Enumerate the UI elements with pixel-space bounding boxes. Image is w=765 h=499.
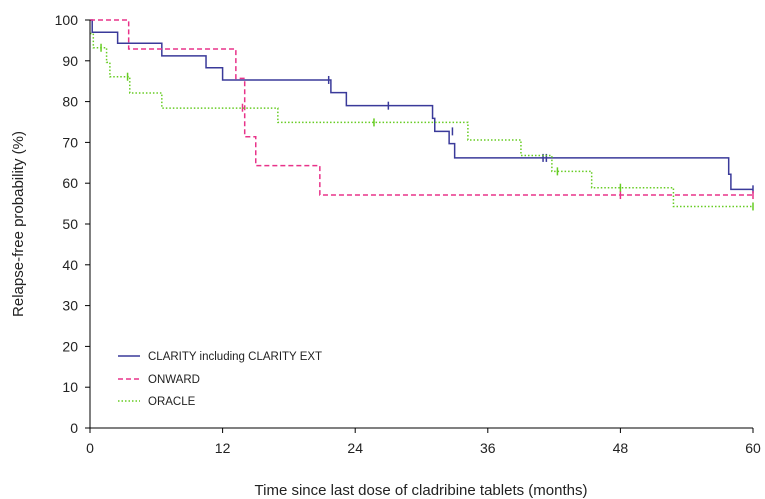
series-line-clarity [90,20,753,189]
legend: CLARITY including CLARITY EXT ONWARD ORA… [118,351,322,408]
y-tick-label: 90 [62,53,78,69]
legend-label-onward: ONWARD [148,374,200,386]
y-ticks: 0 10 20 30 40 50 60 70 80 90 100 [55,12,90,436]
y-tick-label: 10 [62,379,78,395]
y-tick-label: 80 [62,94,78,110]
y-axis-title: Relapse-free probability (%) [10,131,27,317]
x-tick-label: 36 [480,440,496,456]
y-tick-label: 20 [62,338,78,354]
x-tick-label: 60 [745,440,761,456]
legend-label-oracle: ORACLE [148,396,196,408]
series-line-onward [90,20,753,195]
series-line-oracle [90,33,753,206]
y-tick-label: 0 [70,420,78,436]
x-tick-label: 12 [215,440,231,456]
x-tick-label: 0 [86,440,94,456]
legend-label-clarity: CLARITY including CLARITY EXT [148,351,322,363]
axes: 0 12 24 36 48 60 0 10 20 30 40 50 60 70 80 90 100 [55,12,761,456]
x-ticks: 0 12 24 36 48 60 [86,428,761,456]
x-axis-title: Time since last dose of cladribine table… [255,482,588,499]
y-tick-label: 50 [62,216,78,232]
x-tick-label: 24 [347,440,363,456]
y-tick-label: 40 [62,257,78,273]
y-tick-label: 30 [62,298,78,314]
y-tick-label: 60 [62,175,78,191]
plot-area [90,20,753,210]
y-tick-label: 70 [62,134,78,150]
y-tick-label: 100 [55,12,79,28]
x-tick-label: 48 [613,440,629,456]
